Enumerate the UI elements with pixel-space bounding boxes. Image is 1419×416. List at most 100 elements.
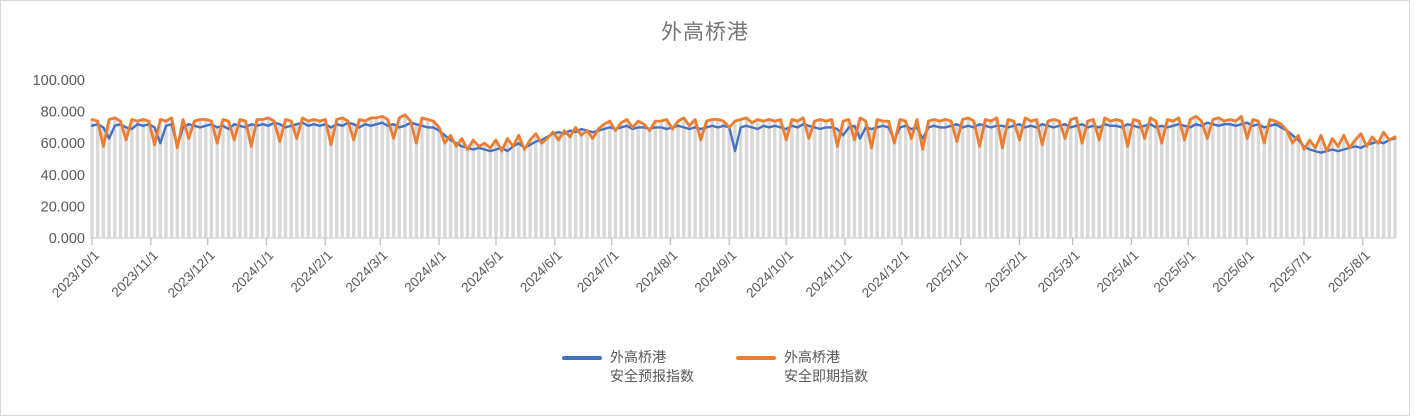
x-tick-label: 2025/2/1: [982, 248, 1030, 296]
dropline-bar: [266, 117, 271, 238]
dropline-bar: [682, 117, 686, 238]
dropline-bar: [778, 119, 783, 238]
dropline-bar: [1097, 127, 1101, 238]
legend-label-spot: 外高桥港安全即期指数: [784, 348, 868, 386]
dropline-bar: [118, 121, 123, 238]
dropline-bar: [1012, 121, 1016, 238]
x-tick-label: 2025/5/1: [1151, 248, 1199, 296]
dropline-bar: [687, 125, 692, 238]
dropline-bar: [756, 119, 760, 238]
dropline-bar: [437, 127, 441, 238]
dropline-bar: [397, 117, 401, 238]
dropline-bar: [101, 127, 106, 238]
y-tick-label: 100.000: [33, 73, 85, 89]
dropline-bar: [812, 121, 817, 238]
dropline-bar: [1006, 119, 1010, 238]
dropline-bar: [864, 121, 868, 238]
dropline-bar: [289, 121, 293, 238]
x-tick-label: 2025/3/1: [1035, 248, 1083, 296]
dropline-bar: [921, 138, 925, 238]
x-tick-label: 2024/7/1: [574, 248, 622, 296]
dropline-bar: [892, 140, 896, 238]
dropline-bar: [261, 119, 265, 238]
dropline-bar: [1154, 121, 1158, 238]
dropline-bar: [95, 121, 100, 238]
dropline-bar: [135, 121, 140, 238]
dropline-bar: [625, 119, 629, 238]
dropline-bar: [226, 121, 231, 238]
dropline-bar: [431, 121, 436, 238]
dropline-bar: [1393, 136, 1397, 238]
x-tick-label: 2024/2/1: [288, 248, 336, 296]
dropline-bar: [272, 121, 276, 238]
dropline-bar: [636, 121, 640, 238]
dropline-bar: [585, 130, 589, 238]
dropline-bar: [977, 124, 982, 238]
x-tick-label: 2024/3/1: [343, 248, 391, 296]
y-tick-label: 0.000: [49, 231, 85, 247]
dropline-bar: [807, 125, 811, 238]
dropline-bar: [858, 117, 862, 238]
dropline-bar: [187, 124, 191, 238]
dropline-bar: [1148, 117, 1153, 238]
dropline-bar: [539, 140, 544, 238]
dropline-bar: [204, 119, 208, 238]
dropline-bar: [1108, 121, 1113, 238]
legend-label-spot-line2: 安全即期指数: [784, 368, 868, 384]
dropline-bar: [317, 121, 322, 238]
dropline-bar: [1080, 124, 1084, 238]
dropline-bar: [1211, 119, 1215, 238]
dropline-bar: [693, 119, 697, 238]
dropline-bar: [1302, 146, 1306, 238]
dropline-bar: [664, 119, 669, 238]
dropline-bar: [676, 121, 680, 238]
dropline-bar: [619, 122, 623, 238]
dropline-bar: [232, 124, 236, 238]
dropline-bar: [773, 121, 777, 238]
dropline-bar: [579, 128, 584, 238]
x-tick-label: 2025/8/1: [1325, 248, 1373, 296]
dropline-bar: [1040, 124, 1044, 238]
dropline-bar: [1262, 127, 1266, 238]
dropline-bar: [175, 146, 180, 238]
dropline-bar: [881, 121, 885, 238]
dropline-bar: [1222, 121, 1226, 238]
dropline-bar: [568, 130, 572, 238]
dropline-bar: [1165, 119, 1170, 238]
legend-label-spot-line1: 外高桥港: [784, 349, 840, 365]
x-tick-label: 2024/8/1: [633, 248, 681, 296]
series-line-spot: [90, 113, 1397, 153]
dropline-bar: [1347, 147, 1352, 238]
dropline-bar: [898, 119, 902, 238]
dropline-bar: [1370, 136, 1374, 238]
dropline-bar: [818, 119, 823, 238]
dropline-bar: [1376, 141, 1380, 238]
dropline-bar: [124, 127, 128, 238]
dropline-bar: [1364, 144, 1369, 238]
x-tick-label: 2024/1/1: [229, 248, 277, 296]
dropline-bar: [1103, 117, 1107, 238]
dropline-bar: [443, 135, 447, 238]
x-tick-label: 2023/12/1: [165, 248, 218, 301]
dropline-bar: [659, 121, 663, 238]
legend-item-forecast: 外高桥港安全预报指数: [562, 348, 694, 386]
dropline-bar: [403, 114, 407, 238]
x-tick-label: 2025/6/1: [1209, 248, 1257, 296]
x-tick-label: 2023/11/1: [109, 248, 161, 300]
dropline-bar: [835, 128, 840, 238]
dropline-bar: [1359, 133, 1363, 238]
dropline-bar: [340, 117, 345, 238]
dropline-bar: [255, 119, 259, 238]
dropline-bar: [545, 136, 549, 238]
dropline-bar: [710, 119, 714, 238]
legend-label-forecast-line2: 安全预报指数: [610, 368, 694, 384]
dropline-bar: [357, 119, 362, 238]
dropline-bar: [1120, 121, 1124, 238]
x-tick-label: 2024/4/1: [401, 248, 449, 296]
dropline-bar: [1137, 121, 1141, 238]
dropline-bar: [511, 146, 515, 238]
dropline-bar: [1171, 121, 1175, 238]
dropline-bar: [1188, 119, 1192, 238]
forecast-line-swatch: [562, 356, 602, 360]
legend-label-forecast-line1: 外高桥港: [610, 349, 666, 365]
